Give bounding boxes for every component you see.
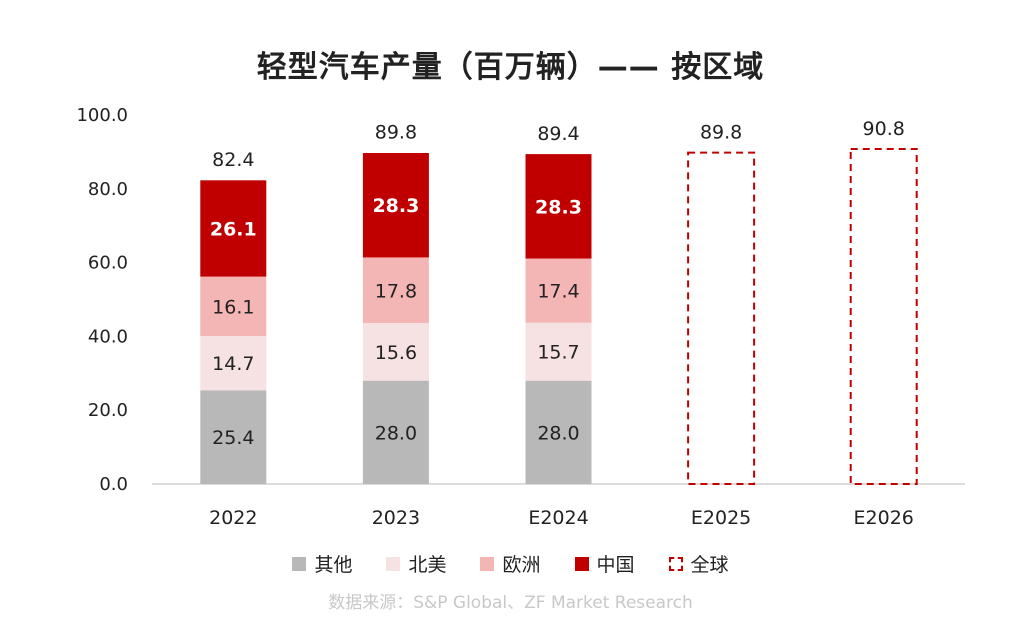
legend: 其他 北美 欧洲 中国 全球 xyxy=(0,550,1021,577)
legend-label-global: 全球 xyxy=(690,554,729,576)
bar-segment xyxy=(525,154,592,259)
bar-segment xyxy=(200,390,267,484)
bar-segment xyxy=(200,180,267,277)
bar-segment xyxy=(525,380,592,484)
y-tick-label: 40.0 xyxy=(88,326,128,347)
bar-segment xyxy=(362,257,429,324)
data-label: 15.6 xyxy=(375,342,417,364)
legend-item-north-america: 北美 xyxy=(386,550,446,577)
data-label: 25.4 xyxy=(212,427,254,449)
bar-segment xyxy=(525,322,592,381)
legend-swatch-north-america xyxy=(386,556,401,571)
legend-item-other: 其他 xyxy=(292,550,352,577)
total-label: 89.4 xyxy=(537,123,579,145)
bar-segment xyxy=(362,323,429,381)
x-tick-label: 2023 xyxy=(372,507,420,529)
x-tick-label: E2026 xyxy=(854,507,914,529)
data-label: 16.1 xyxy=(212,296,254,318)
legend-item-china: 中国 xyxy=(574,550,635,577)
chart-title: 轻型汽车产量（百万辆）—— 按区域 xyxy=(256,50,765,85)
legend-swatch-global xyxy=(668,556,683,571)
data-label: 26.1 xyxy=(210,218,257,240)
legend-swatch-other xyxy=(292,556,307,571)
legend-swatch-china xyxy=(574,556,589,571)
data-label: 17.4 xyxy=(537,281,579,303)
legend-label-other: 其他 xyxy=(314,554,353,576)
data-label: 17.8 xyxy=(375,280,417,302)
data-label: 14.7 xyxy=(212,353,254,375)
y-tick-label: 100.0 xyxy=(76,105,128,126)
total-label: 89.8 xyxy=(375,122,417,144)
total-label: 82.4 xyxy=(212,149,254,171)
data-label: 28.0 xyxy=(537,422,579,444)
y-tick-label: 80.0 xyxy=(88,179,128,200)
legend-label-europe: 欧洲 xyxy=(502,554,541,576)
x-tick-label: E2025 xyxy=(691,507,751,529)
x-tick-label: E2024 xyxy=(528,507,588,529)
bar-segment xyxy=(200,276,267,337)
bar-segment xyxy=(200,336,267,391)
y-tick-label: 20.0 xyxy=(88,400,128,421)
legend-item-europe: 欧洲 xyxy=(480,550,541,577)
legend-swatch-europe xyxy=(480,556,495,571)
legend-item-global: 全球 xyxy=(668,550,729,577)
global-total-outline xyxy=(849,147,918,485)
global-total-outline xyxy=(687,151,756,485)
y-tick-label: 60.0 xyxy=(88,253,128,274)
x-tick-label: 2022 xyxy=(209,507,257,529)
legend-label-china: 中国 xyxy=(596,554,635,576)
bar-segment xyxy=(525,258,592,323)
data-label: 28.0 xyxy=(375,422,417,444)
legend-label-north-america: 北美 xyxy=(408,554,447,576)
bar-segment xyxy=(362,380,429,484)
y-tick-label: 0.0 xyxy=(99,474,128,495)
data-label: 28.3 xyxy=(535,196,582,218)
source-note: 数据来源：S&P Global、ZF Market Research xyxy=(328,593,693,613)
total-label: 90.8 xyxy=(863,118,905,140)
total-label: 89.8 xyxy=(700,122,742,144)
bar-segment xyxy=(362,153,429,258)
data-label: 28.3 xyxy=(372,195,419,217)
data-label: 15.7 xyxy=(537,342,579,364)
